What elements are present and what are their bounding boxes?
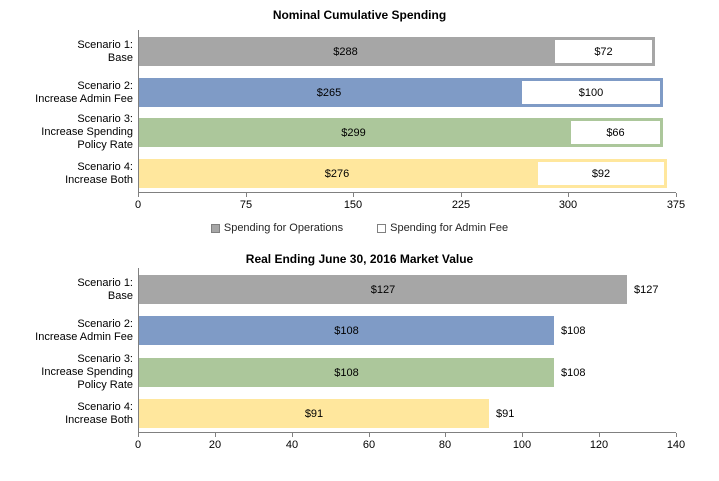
value-label: $108	[561, 366, 586, 379]
axis-tick	[138, 193, 139, 197]
bar-row: $288 $72	[139, 37, 655, 66]
operations-value-label: $276	[324, 167, 350, 180]
operations-value-label: $265	[316, 86, 342, 99]
legend: Spending for Operations Spending for Adm…	[0, 222, 719, 234]
category-label: Scenario 4: Increase Both	[65, 161, 133, 186]
axis-tick	[292, 433, 293, 437]
operations-value-label: $91	[304, 407, 324, 420]
operations-value-label: $108	[334, 324, 359, 337]
category-label: Scenario 4: Increase Both	[65, 401, 133, 426]
admin-fee-segment: $72	[555, 40, 652, 63]
axis-tick	[215, 433, 216, 437]
value-label: $127	[634, 283, 659, 296]
axis-tick	[369, 433, 370, 437]
chart-title: Real Ending June 30, 2016 Market Value	[245, 252, 474, 266]
axis-tick	[676, 433, 677, 437]
axis-tick-label: 0	[134, 439, 142, 451]
bar-row: $276 $92	[139, 159, 667, 188]
axis-tick	[676, 193, 677, 197]
legend-item-operations: Spending for Operations	[210, 222, 344, 234]
axis-tick-label: 140	[666, 439, 686, 451]
legend-item-admin-fee: Spending for Admin Fee	[377, 222, 508, 234]
operations-value-label: $127	[370, 283, 396, 296]
axis-tick	[522, 433, 523, 437]
axis-tick-label: 225	[451, 199, 471, 211]
axis-tick-label: 75	[239, 199, 253, 211]
axis-tick-label: 375	[666, 199, 686, 211]
axis-tick	[568, 193, 569, 197]
admin-fee-segment: $100	[522, 81, 660, 104]
axis-tick-label: 100	[512, 439, 532, 451]
axis-tick-label: 60	[362, 439, 376, 451]
bar-row: $108	[139, 316, 554, 345]
real-market-value-chart: Real Ending June 30, 2016 Market Value $…	[0, 245, 719, 481]
bar-row: $265 $100	[139, 78, 663, 107]
axis-tick-label: 20	[208, 439, 222, 451]
value-label: $91	[496, 407, 515, 420]
axis-tick-label: 0	[134, 199, 142, 211]
axis-tick	[599, 433, 600, 437]
admin-fee-swatch-icon	[377, 223, 387, 233]
admin-fee-segment: $92	[538, 162, 664, 185]
axis-tick-label: 40	[285, 439, 299, 451]
bar-row: $127	[139, 275, 627, 304]
operations-value-label: $108	[334, 366, 359, 379]
axis-tick-label: 150	[343, 199, 363, 211]
category-label: Scenario 3: Increase Spending Policy Rate	[41, 353, 133, 391]
category-label: Scenario 1: Base	[77, 39, 133, 64]
axis-tick	[138, 433, 139, 437]
bar-row: $108	[139, 358, 554, 387]
axis-tick	[246, 193, 247, 197]
value-label: $108	[561, 324, 586, 337]
admin-fee-segment: $66	[571, 121, 660, 144]
axis-tick-label: 80	[438, 439, 452, 451]
plot-area: $127 $127 $108 $108 $108 $108 $91 $91	[138, 268, 677, 437]
bar-row: $299 $66	[139, 118, 663, 147]
category-label: Scenario 2: Increase Admin Fee	[35, 318, 133, 343]
axis-tick	[461, 193, 462, 197]
operations-value-label: $299	[341, 126, 366, 139]
legend-label: Spending for Admin Fee	[390, 222, 509, 234]
operations-swatch-icon	[210, 223, 220, 233]
axis-tick-label: 300	[558, 199, 578, 211]
bar-row: $91	[139, 399, 489, 428]
axis-tick	[353, 193, 354, 197]
axis-tick	[445, 433, 446, 437]
category-label: Scenario 3: Increase Spending Policy Rate	[41, 113, 133, 151]
axis-tick-label: 120	[589, 439, 609, 451]
category-label: Scenario 2: Increase Admin Fee	[35, 80, 133, 105]
chart-title: Nominal Cumulative Spending	[272, 8, 447, 22]
plot-area: $288 $72 $265 $100 $299 $66 $276 $92	[138, 30, 677, 197]
category-label: Scenario 1: Base	[77, 277, 133, 302]
legend-label: Spending for Operations	[223, 222, 344, 234]
operations-value-label: $288	[333, 45, 358, 58]
nominal-cumulative-spending-chart: Nominal Cumulative Spending $288 $72 $265 $…	[0, 8, 719, 234]
